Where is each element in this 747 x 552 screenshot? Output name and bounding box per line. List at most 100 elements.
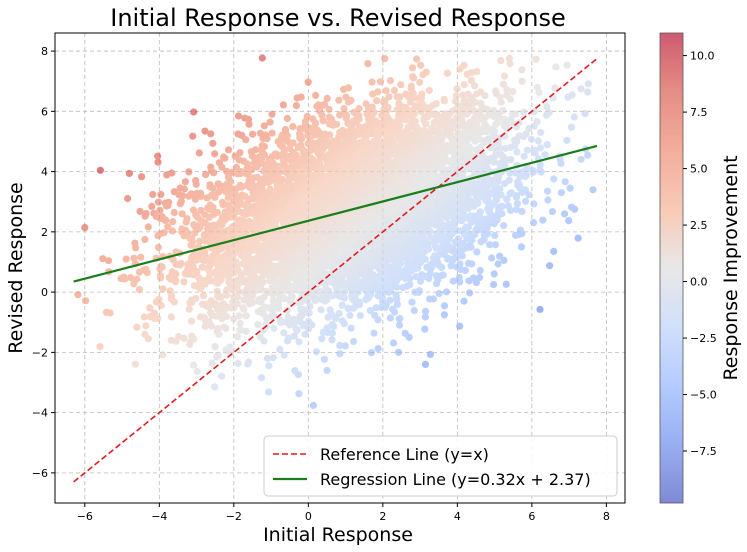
scatter-point xyxy=(154,158,162,166)
scatter-point xyxy=(435,289,443,298)
scatter-point xyxy=(235,312,243,320)
scatter-point xyxy=(328,336,336,344)
scatter-point xyxy=(201,322,209,330)
scatter-point xyxy=(368,78,376,86)
scatter-point xyxy=(309,267,317,275)
scatter-point xyxy=(317,306,325,314)
scatter-point xyxy=(294,299,302,307)
scatter-point xyxy=(154,152,162,160)
scatter-point xyxy=(460,81,468,89)
scatter-point xyxy=(146,304,154,312)
scatter-point xyxy=(178,225,186,233)
scatter-point xyxy=(168,268,176,276)
scatter-point xyxy=(506,60,514,68)
scatter-point xyxy=(363,110,371,118)
scatter-point xyxy=(240,305,248,313)
scatter-point xyxy=(191,229,199,237)
scatter-point xyxy=(497,57,505,65)
scatter-point xyxy=(468,69,476,77)
scatter-point xyxy=(426,269,434,277)
scatter-point xyxy=(164,223,172,231)
scatter-point xyxy=(372,285,380,293)
scatter-point xyxy=(506,190,514,198)
scatter-point xyxy=(502,156,511,164)
scatter-point xyxy=(500,72,509,80)
scatter-point xyxy=(320,355,328,363)
scatter-point xyxy=(280,351,288,359)
scatter-point xyxy=(316,107,324,115)
scatter-point xyxy=(306,302,314,310)
scatter-point xyxy=(557,189,566,197)
scatter-point xyxy=(372,304,380,312)
scatter-point xyxy=(408,64,417,72)
scatter-point xyxy=(527,135,536,143)
scatter-point xyxy=(518,66,526,74)
scatter-point xyxy=(409,110,417,118)
scatter-point xyxy=(192,222,200,230)
scatter-point xyxy=(154,243,162,251)
scatter-point xyxy=(131,360,139,368)
scatter-point xyxy=(211,342,219,351)
scatter-point xyxy=(254,321,262,329)
scatter-point xyxy=(263,354,272,362)
scatter-point xyxy=(550,247,558,255)
scatter-point xyxy=(208,191,216,199)
scatter-point xyxy=(141,235,149,244)
scatter-point xyxy=(249,130,257,138)
scatter-point xyxy=(548,208,557,216)
scatter-point xyxy=(218,198,227,206)
scatter-point xyxy=(138,173,146,181)
scatter-point xyxy=(299,322,307,330)
scatter-point xyxy=(159,351,167,359)
scatter-point xyxy=(367,349,376,357)
scatter-point xyxy=(376,78,385,86)
scatter-point xyxy=(475,212,484,220)
scatter-point xyxy=(150,309,158,317)
scatter-point xyxy=(379,111,387,119)
scatter-point xyxy=(323,366,331,375)
scatter-point xyxy=(283,337,292,345)
scatter-point xyxy=(483,224,491,232)
scatter-point xyxy=(472,146,480,154)
scatter-point xyxy=(440,311,448,319)
scatter-point xyxy=(406,98,415,106)
scatter-point xyxy=(157,301,165,310)
scatter-point xyxy=(149,190,157,199)
scatter-point xyxy=(536,144,545,152)
scatter-point xyxy=(456,278,464,286)
scatter-point xyxy=(242,268,250,276)
scatter-point xyxy=(432,100,440,108)
scatter-point xyxy=(269,354,277,362)
scatter-point xyxy=(209,139,217,147)
scatter-point xyxy=(425,105,433,113)
scatter-point xyxy=(509,88,517,96)
scatter-point xyxy=(389,339,398,347)
scatter-point xyxy=(304,78,312,86)
scatter-point xyxy=(536,161,544,169)
scatter-point xyxy=(292,325,300,333)
scatter-point xyxy=(414,288,423,296)
scatter-point xyxy=(102,308,110,316)
scatter-point xyxy=(305,309,313,317)
scatter-point xyxy=(325,105,333,113)
scatter-point xyxy=(265,388,273,396)
scatter-point xyxy=(367,263,375,272)
scatter-point xyxy=(456,260,464,268)
scatter-point xyxy=(477,128,485,136)
scatter-point xyxy=(490,280,498,289)
scatter-point xyxy=(480,236,488,244)
scatter-point xyxy=(287,294,295,302)
scatter-point xyxy=(476,266,484,275)
scatter-point xyxy=(485,207,493,215)
scatter-point xyxy=(417,61,425,69)
chart-title: Initial Response vs. Revised Response xyxy=(110,4,566,32)
scatter-point xyxy=(491,231,499,239)
scatter-point xyxy=(270,324,278,332)
scatter-point xyxy=(215,330,223,338)
scatter-point xyxy=(224,193,232,201)
scatter-point xyxy=(248,299,257,307)
scatter-point xyxy=(392,277,401,285)
scatter-point xyxy=(370,329,378,337)
scatter-point xyxy=(409,73,417,81)
